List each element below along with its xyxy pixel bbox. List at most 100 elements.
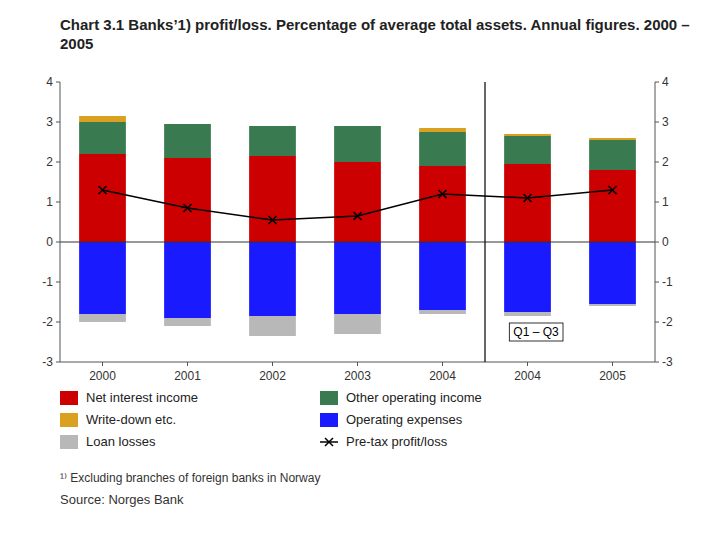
x-tick: [357, 362, 358, 366]
legend-swatch: [60, 413, 78, 427]
bar: [164, 318, 211, 326]
marker: [184, 204, 192, 212]
bar: [334, 126, 381, 127]
y2-tick-label: 2: [662, 155, 669, 169]
chart: Chart 3.1 Banks’1) profit/loss. Percenta…: [0, 0, 720, 540]
marker: [439, 190, 447, 198]
bar: [249, 126, 296, 127]
bar: [504, 136, 551, 164]
bar: [164, 124, 211, 158]
y2-tick: [655, 322, 659, 323]
bar: [79, 314, 126, 322]
legend-swatch: [60, 435, 78, 449]
bar: [419, 166, 466, 242]
bar: [79, 116, 126, 122]
y-tick: [56, 122, 60, 123]
bar: [79, 122, 126, 154]
source: Source: Norges Bank: [60, 492, 184, 507]
zero-line: [60, 242, 655, 243]
annotation: Q1 – Q3: [509, 323, 563, 341]
legend-label: Operating expenses: [346, 412, 463, 427]
y-tick: [56, 242, 60, 243]
bar: [589, 140, 636, 170]
bar: [249, 126, 296, 156]
bar: [504, 134, 551, 136]
bar: [164, 124, 211, 125]
bar: [589, 242, 636, 304]
bar: [334, 162, 381, 242]
footnote: ¹⁾ Excluding branches of foreign banks i…: [60, 471, 320, 485]
x-tick: [272, 362, 273, 366]
x-tick-label: 2004: [514, 369, 541, 383]
y2-tick-label: -3: [662, 355, 673, 369]
bar: [79, 242, 126, 314]
y2-tick: [655, 122, 659, 123]
y2-tick-label: -2: [662, 315, 673, 329]
y2-tick: [655, 82, 659, 83]
legend-label: Other operating income: [346, 390, 482, 405]
bar: [419, 242, 466, 310]
y-tick: [56, 162, 60, 163]
y2-tick: [655, 162, 659, 163]
x-tick: [442, 362, 443, 366]
y2-tick-label: 3: [662, 115, 669, 129]
bar: [164, 158, 211, 242]
x-tick-label: 2002: [259, 369, 286, 383]
bar: [249, 316, 296, 336]
legend-label: Net interest income: [86, 390, 198, 405]
x-tick: [102, 362, 103, 366]
marker: [99, 186, 107, 194]
legend-swatch: [320, 413, 338, 427]
bar: [334, 314, 381, 334]
y2-tick-label: 4: [662, 75, 669, 89]
annotation-text: Q1 – Q3: [513, 325, 559, 339]
y2-tick: [655, 242, 659, 243]
bar: [249, 242, 296, 316]
divider: [484, 82, 485, 362]
bar: [249, 156, 296, 242]
y-tick: [56, 322, 60, 323]
bar: [164, 242, 211, 318]
bar: [419, 310, 466, 314]
y-tick: [56, 362, 60, 363]
y-tick-label: -2: [42, 315, 53, 329]
y-tick-label: 2: [46, 155, 53, 169]
y2-tick: [655, 282, 659, 283]
y2-tick-label: 0: [662, 235, 669, 249]
y-tick-label: 4: [46, 75, 53, 89]
x-tick-label: 2001: [174, 369, 201, 383]
bar: [504, 312, 551, 316]
bar: [589, 170, 636, 242]
y-tick-label: -1: [42, 275, 53, 289]
bar: [504, 242, 551, 312]
y2-axis: [655, 82, 656, 362]
y2-tick-label: -1: [662, 275, 673, 289]
bar: [504, 164, 551, 242]
annotation-box: [509, 323, 563, 341]
x-tick-label: 2004: [429, 369, 456, 383]
y2-tick: [655, 362, 659, 363]
x-tick: [187, 362, 188, 366]
legend-label: Loan losses: [86, 434, 156, 449]
title: Chart 3.1 Banks’1) profit/loss. Percenta…: [60, 16, 690, 52]
title-line: 2005: [60, 35, 93, 52]
bar: [334, 126, 381, 162]
y-tick-label: 3: [46, 115, 53, 129]
y2-tick: [655, 202, 659, 203]
legend-swatch: [320, 391, 338, 405]
bar: [79, 154, 126, 242]
x-tick-label: 2000: [89, 369, 116, 383]
bar: [334, 242, 381, 314]
y-tick-label: -3: [42, 355, 53, 369]
x-tick-label: 2005: [599, 369, 626, 383]
marker: [354, 212, 362, 220]
plot-area: [79, 116, 636, 336]
legend-label: Write-down etc.: [86, 412, 176, 427]
legend-label: Pre-tax profit/loss: [346, 434, 448, 449]
x-tick: [527, 362, 528, 366]
x-tick-label: 2003: [344, 369, 371, 383]
marker: [609, 186, 617, 194]
y-axis: [60, 82, 61, 362]
line: [103, 190, 613, 220]
y-tick: [56, 202, 60, 203]
